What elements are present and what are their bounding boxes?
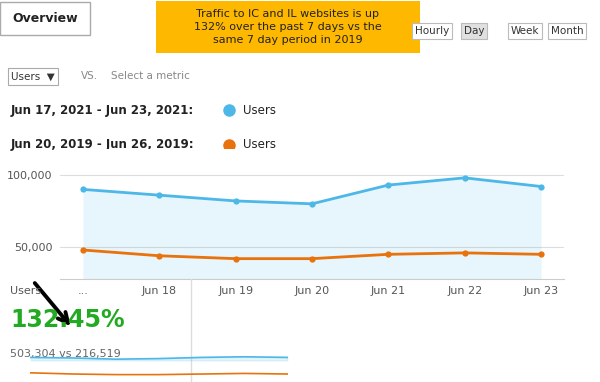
Text: Jun 20, 2019 - Jun 26, 2019:: Jun 20, 2019 - Jun 26, 2019: [10,138,194,151]
Text: Users: Users [244,104,276,117]
Text: Jun 17, 2021 - Jun 23, 2021:: Jun 17, 2021 - Jun 23, 2021: [10,104,193,117]
FancyBboxPatch shape [156,0,420,53]
Text: Users  ▼: Users ▼ [11,71,55,81]
Text: Hourly: Hourly [415,26,449,36]
Text: 503,304 vs 216,519: 503,304 vs 216,519 [10,349,121,359]
Text: Week: Week [511,26,539,36]
Text: 132.45%: 132.45% [10,308,125,332]
Text: Traffic to IC and IL websites is up
132% over the past 7 days vs the
same 7 day : Traffic to IC and IL websites is up 132%… [194,8,382,45]
Text: Overview: Overview [12,12,78,25]
Text: Select a metric: Select a metric [111,71,190,81]
Text: Month: Month [551,26,583,36]
Text: Day: Day [464,26,484,36]
Text: Users: Users [244,138,276,151]
FancyBboxPatch shape [0,2,90,35]
Text: VS.: VS. [81,71,98,81]
Text: Users: Users [10,286,41,296]
